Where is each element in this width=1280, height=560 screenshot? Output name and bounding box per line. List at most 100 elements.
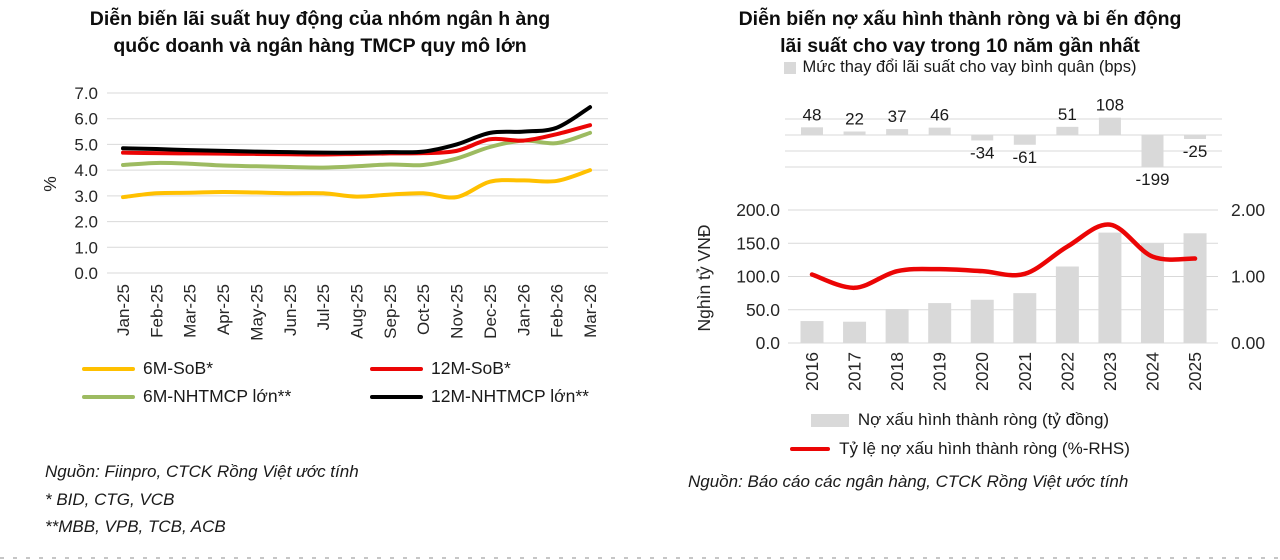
left-axis-tick-label: 200.0 (736, 200, 780, 220)
x-axis-tick-label: Jun-25 (281, 284, 300, 336)
npl-bar-2021 (1013, 293, 1037, 343)
y-axis-tick-label: 2.0 (74, 213, 98, 232)
legend-label: 6M-NHTMCP lớn** (143, 386, 292, 406)
x-axis-tick-label: 2024 (1142, 352, 1162, 391)
legend-label: 12M-SoB* (431, 358, 511, 378)
x-axis-tick-label: Sep-25 (381, 284, 400, 339)
x-axis-tick-label: Mar-25 (181, 284, 200, 338)
legend-item-npl-bars: Nợ xấu hình thành ròng (tỷ đồng) (810, 410, 1110, 430)
left-axis-title: Nghìn tỷ VNĐ (694, 225, 714, 332)
left-chart-title: Diễn biến lãi suất huy động của nhóm ngâ… (0, 6, 640, 59)
bps-data-label: 46 (930, 106, 949, 125)
x-axis-tick-label: 2022 (1057, 352, 1077, 391)
bps-data-label: 48 (803, 105, 822, 124)
x-axis-tick-label: Mar-26 (581, 284, 600, 338)
series-line-6M-SoB* (121, 168, 593, 200)
lending-rate-change-bar-chart: 48 22 37 46 -34 -61 51 108 -199 -25 (785, 96, 1222, 189)
x-axis-tick-label: Apr-25 (214, 284, 233, 335)
bps-bar-2022 (1056, 126, 1079, 135)
npl-ratio-line (809, 222, 1198, 291)
legend-swatch-line (82, 394, 135, 399)
bps-data-label: -61 (1013, 148, 1038, 167)
legend-item-6m-sob: 6M-SoB* (82, 358, 370, 379)
legend-label: 12M-NHTMCP lớn** (431, 386, 589, 406)
x-axis-tick-label: Aug-25 (348, 284, 367, 339)
deposit-rate-line-chart: 7.0 6.0 5.0 4.0 3.0 2.0 1.0 0.0% Jan-25 Feb-25 Mar… (40, 84, 608, 341)
right-chart-title-line2: lãi suất cho vay trong 10 năm gần nhất (780, 34, 1140, 57)
npl-bar-2022 (1055, 266, 1079, 343)
bps-data-label: -199 (1135, 170, 1169, 189)
npl-chart-panel: Diễn biến nợ xấu hình thành ròng và bi ế… (640, 0, 1280, 560)
legend-swatch-square (783, 61, 796, 74)
x-axis-tick-label: 2018 (887, 352, 907, 391)
x-axis-tick-label: 2017 (845, 352, 865, 391)
page-bottom-dotted-divider (0, 557, 1280, 559)
npl-bar-2016 (800, 321, 824, 343)
legend-item-12m-sob: 12M-SoB* (370, 358, 612, 379)
left-axis-tick-label: 150.0 (736, 233, 780, 253)
source-line: * BID, CTG, VCB (45, 489, 175, 509)
y-axis-tick-label: 7.0 (74, 84, 98, 103)
right-axis-tick-label: 0.00 (1231, 333, 1265, 353)
x-axis-tick-label: 2019 (930, 352, 950, 391)
left-chart-legend: 6M-SoB* 12M-SoB* 6M-NHTMCP lớn** 12M-NHT… (82, 358, 612, 407)
legend-swatch-bar (810, 413, 849, 427)
x-axis-tick-label: 2025 (1185, 352, 1205, 391)
legend-swatch-line (790, 446, 831, 452)
bps-data-label: 108 (1096, 96, 1124, 115)
npl-bar-2023 (1098, 232, 1122, 343)
bps-data-label: -25 (1183, 142, 1208, 161)
npl-bar-2017 (843, 321, 867, 343)
x-axis-tick-label: Jan-25 (114, 284, 133, 336)
bps-data-label: 37 (888, 107, 907, 126)
left-chart-title-line1: Diễn biến lãi suất huy động của nhóm ngâ… (89, 8, 551, 30)
bps-bar-2018 (886, 129, 909, 135)
bps-data-label: 22 (845, 109, 864, 128)
npl-bar-2020 (970, 299, 994, 343)
legend-swatch-line (82, 366, 135, 371)
right-axis-tick-label: 1.00 (1231, 267, 1265, 287)
y-axis-tick-label: 3.0 (74, 187, 98, 206)
legend-item-6m-nhtmcp: 6M-NHTMCP lớn** (82, 386, 370, 407)
left-axis-tick-label: 100.0 (736, 267, 780, 287)
left-source-note: Nguồn: Fiinpro, CTCK Rồng Việt ước tính … (45, 458, 359, 541)
right-chart-title: Diễn biến nợ xấu hình thành ròng và bi ế… (640, 6, 1280, 59)
x-axis-tick-label: Oct-25 (414, 284, 433, 335)
x-axis-tick-label: Nov-25 (448, 284, 467, 339)
bps-bar-2024 (1141, 135, 1164, 167)
bps-data-label: -34 (970, 143, 995, 162)
right-source-note: Nguồn: Báo cáo các ngân hàng, CTCK Rồng … (688, 472, 1129, 491)
y-axis-tick-label: 1.0 (74, 238, 98, 257)
x-axis-tick-label: Feb-25 (147, 284, 166, 338)
x-axis-tick-label: 2021 (1015, 352, 1035, 391)
npl-bar-2025 (1183, 233, 1207, 343)
npl-bar-2018 (885, 309, 909, 343)
bps-bar-2016 (801, 127, 823, 135)
npl-formation-combo-chart: 200.0 150.0 100.0 50.0 0.0 2.00 1.00 0.00 Nghìn … (694, 200, 1265, 391)
series-line-12M-NHTMCP lớn** (121, 105, 593, 155)
npl-bar-2024 (1140, 243, 1164, 343)
legend-label: Nợ xấu hình thành ròng (tỷ đồng) (857, 410, 1110, 429)
x-axis-tick-label: Jan-26 (514, 284, 533, 336)
y-axis-tick-label: 0.0 (74, 264, 98, 283)
left-axis-tick-label: 50.0 (746, 300, 780, 320)
bps-bar-2025 (1184, 135, 1207, 139)
right-axis-tick-label: 2.00 (1231, 200, 1265, 220)
y-axis-tick-label: 4.0 (74, 161, 98, 180)
left-chart-title-line2: quốc doanh và ngân hàng TMCP quy mô lớn (113, 34, 527, 57)
bps-bar-2019 (928, 127, 951, 135)
source-line: Nguồn: Fiinpro, CTCK Rồng Việt ước tính (45, 462, 359, 481)
legend-item-npl-ratio-line: Tỷ lệ nợ xấu hình thành ròng (%-RHS) (790, 439, 1130, 459)
x-axis-tick-label: 2023 (1100, 352, 1120, 391)
bps-bar-2020 (971, 135, 994, 141)
x-axis-tick-label: Feb-26 (548, 284, 567, 338)
legend-item-12m-nhtmcp: 12M-NHTMCP lớn** (370, 386, 612, 407)
x-axis-tick-label: Dec-25 (481, 284, 500, 339)
x-axis-tick-label: 2016 (802, 352, 822, 391)
npl-bar-2019 (928, 303, 952, 343)
x-axis-tick-label: May-25 (247, 284, 266, 341)
bps-data-label: 51 (1058, 105, 1077, 124)
bps-bar-2023 (1098, 117, 1121, 135)
y-axis-tick-label: 6.0 (74, 110, 98, 129)
x-axis-tick-label: Jul-25 (314, 284, 333, 330)
